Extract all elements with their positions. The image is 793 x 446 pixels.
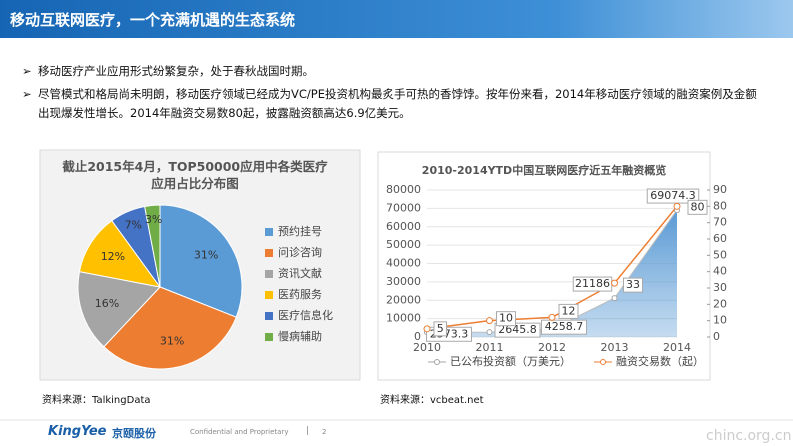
bullet: ➢ 尽管模式和格局尚未明朗，移动医疗领域已经成为VC/PE投资机构最炙手可热的香饽… bbox=[22, 87, 757, 120]
pie-slice bbox=[77, 271, 161, 348]
x-tick-label: 2012 bbox=[538, 341, 566, 354]
legend-label: 问诊咨询 bbox=[278, 245, 322, 259]
y2-tick-label: 60 bbox=[713, 232, 727, 245]
line-marker bbox=[486, 317, 493, 325]
y-tick-label: 0 bbox=[414, 330, 421, 343]
footer-note: Confidential and Proprietary bbox=[190, 428, 289, 436]
data-label: 33 bbox=[626, 278, 640, 291]
legend-swatch bbox=[265, 270, 273, 278]
y2-tick-label: 20 bbox=[713, 297, 727, 310]
legend-marker bbox=[434, 359, 440, 365]
legend-label: 医药服务 bbox=[278, 288, 322, 301]
label-box bbox=[687, 199, 708, 215]
bullet-text: 尽管模式和格局尚未明朗，移动医疗领域已经成为VC/PE投资机构最炙手可热的香饽饽… bbox=[38, 87, 757, 120]
label-box bbox=[623, 277, 643, 293]
y2-tick-label: 90 bbox=[713, 183, 727, 196]
logo-cn: 京颐股份 bbox=[112, 427, 156, 440]
label-box bbox=[433, 321, 447, 337]
data-label: 31% bbox=[160, 334, 184, 347]
y-tick-label: 80000 bbox=[386, 183, 421, 196]
data-label: 4258.7 bbox=[545, 320, 584, 333]
data-label: 3% bbox=[145, 213, 162, 226]
data-label: 16% bbox=[95, 297, 119, 310]
legend-swatch bbox=[265, 228, 273, 236]
data-label: 69074.3 bbox=[650, 189, 696, 202]
page-number: 2 bbox=[322, 428, 327, 436]
data-label: 5 bbox=[437, 322, 444, 335]
y2-tick-label: 80 bbox=[713, 199, 727, 212]
bullet: ➢ 移动医疗产业应用形式纷繁复杂，处于春秋战国时期。 bbox=[22, 64, 314, 78]
legend-label: 已公布投资额（万美元） bbox=[450, 354, 571, 368]
y-tick-label: 70000 bbox=[386, 201, 421, 214]
source: 资料来源：vcbeat.net bbox=[380, 395, 484, 406]
legend-label: 预约挂号 bbox=[278, 224, 322, 238]
label-box bbox=[646, 188, 700, 204]
legend-swatch bbox=[265, 333, 273, 341]
pie-slice bbox=[159, 204, 243, 318]
y-tick-label: 20000 bbox=[386, 293, 421, 306]
legend-swatch bbox=[265, 312, 273, 320]
x-tick-label: 2010 bbox=[413, 341, 441, 354]
bullet-text: 移动医疗产业应用形式纷繁复杂，处于春秋战国时期。 bbox=[38, 64, 314, 78]
legend-label: 融资交易数（起） bbox=[616, 354, 704, 368]
logo: KingYee bbox=[48, 424, 107, 439]
legend-swatch bbox=[265, 249, 273, 257]
legend-label: 资讯文献 bbox=[278, 266, 322, 280]
y-tick-label: 50000 bbox=[386, 238, 421, 251]
data-label: 21186 bbox=[575, 277, 610, 290]
pie-slice bbox=[78, 219, 162, 288]
legend-swatch bbox=[265, 291, 273, 299]
x-tick-label: 2013 bbox=[601, 341, 629, 354]
legend-label: 慢病辅助 bbox=[278, 329, 322, 343]
y2-tick-label: 50 bbox=[713, 248, 727, 261]
data-label: 12 bbox=[562, 304, 576, 317]
pie-slice bbox=[144, 204, 161, 288]
line-marker bbox=[611, 279, 618, 287]
legend-marker bbox=[600, 359, 606, 365]
area bbox=[427, 210, 677, 337]
y-tick-label: 10000 bbox=[386, 312, 421, 325]
pie-slice bbox=[103, 286, 237, 370]
area-marker bbox=[486, 329, 493, 336]
y-tick-label: 40000 bbox=[386, 257, 421, 270]
footer-sep: | bbox=[306, 426, 310, 436]
legend-label: 医疗信息化 bbox=[278, 308, 333, 322]
y-tick-label: 30000 bbox=[386, 275, 421, 288]
pie-title: 截止2015年4月，TOP50000应用中各类医疗应用占比分布图 bbox=[62, 159, 328, 191]
y-tick-label: 60000 bbox=[386, 220, 421, 233]
data-label: 2645.8 bbox=[498, 323, 537, 336]
label-box bbox=[558, 303, 579, 319]
label-box bbox=[494, 322, 541, 338]
y2-tick-label: 0 bbox=[713, 330, 720, 343]
source: 资料来源：TalkingData bbox=[42, 395, 151, 406]
y2-tick-label: 70 bbox=[713, 216, 727, 229]
data-label: 31% bbox=[194, 249, 218, 262]
x-tick-label: 2011 bbox=[476, 341, 504, 354]
data-label: 12% bbox=[101, 250, 125, 263]
watermark: chinc.org.cn bbox=[706, 428, 792, 444]
y2-tick-label: 40 bbox=[713, 265, 727, 278]
x-tick-label: 2014 bbox=[663, 341, 691, 354]
label-box bbox=[496, 311, 516, 327]
line-marker bbox=[423, 325, 431, 333]
y2-tick-label: 30 bbox=[713, 281, 727, 294]
line-marker bbox=[673, 202, 681, 210]
label-box bbox=[541, 319, 587, 335]
area-marker bbox=[611, 295, 618, 302]
data-label: 7% bbox=[125, 218, 142, 231]
slide-title: 移动互联网医疗，一个充满机遇的生态系统 bbox=[10, 11, 296, 29]
header-bar: 移动互联网医疗，一个充满机遇的生态系统 bbox=[0, 0, 793, 38]
line-marker bbox=[548, 313, 556, 321]
data-label: 10 bbox=[499, 312, 513, 325]
y2-tick-label: 10 bbox=[713, 314, 727, 327]
data-label: 80 bbox=[691, 200, 705, 213]
chart-title: 2010-2014YTD中国互联网医疗近五年融资概览 bbox=[422, 163, 666, 177]
